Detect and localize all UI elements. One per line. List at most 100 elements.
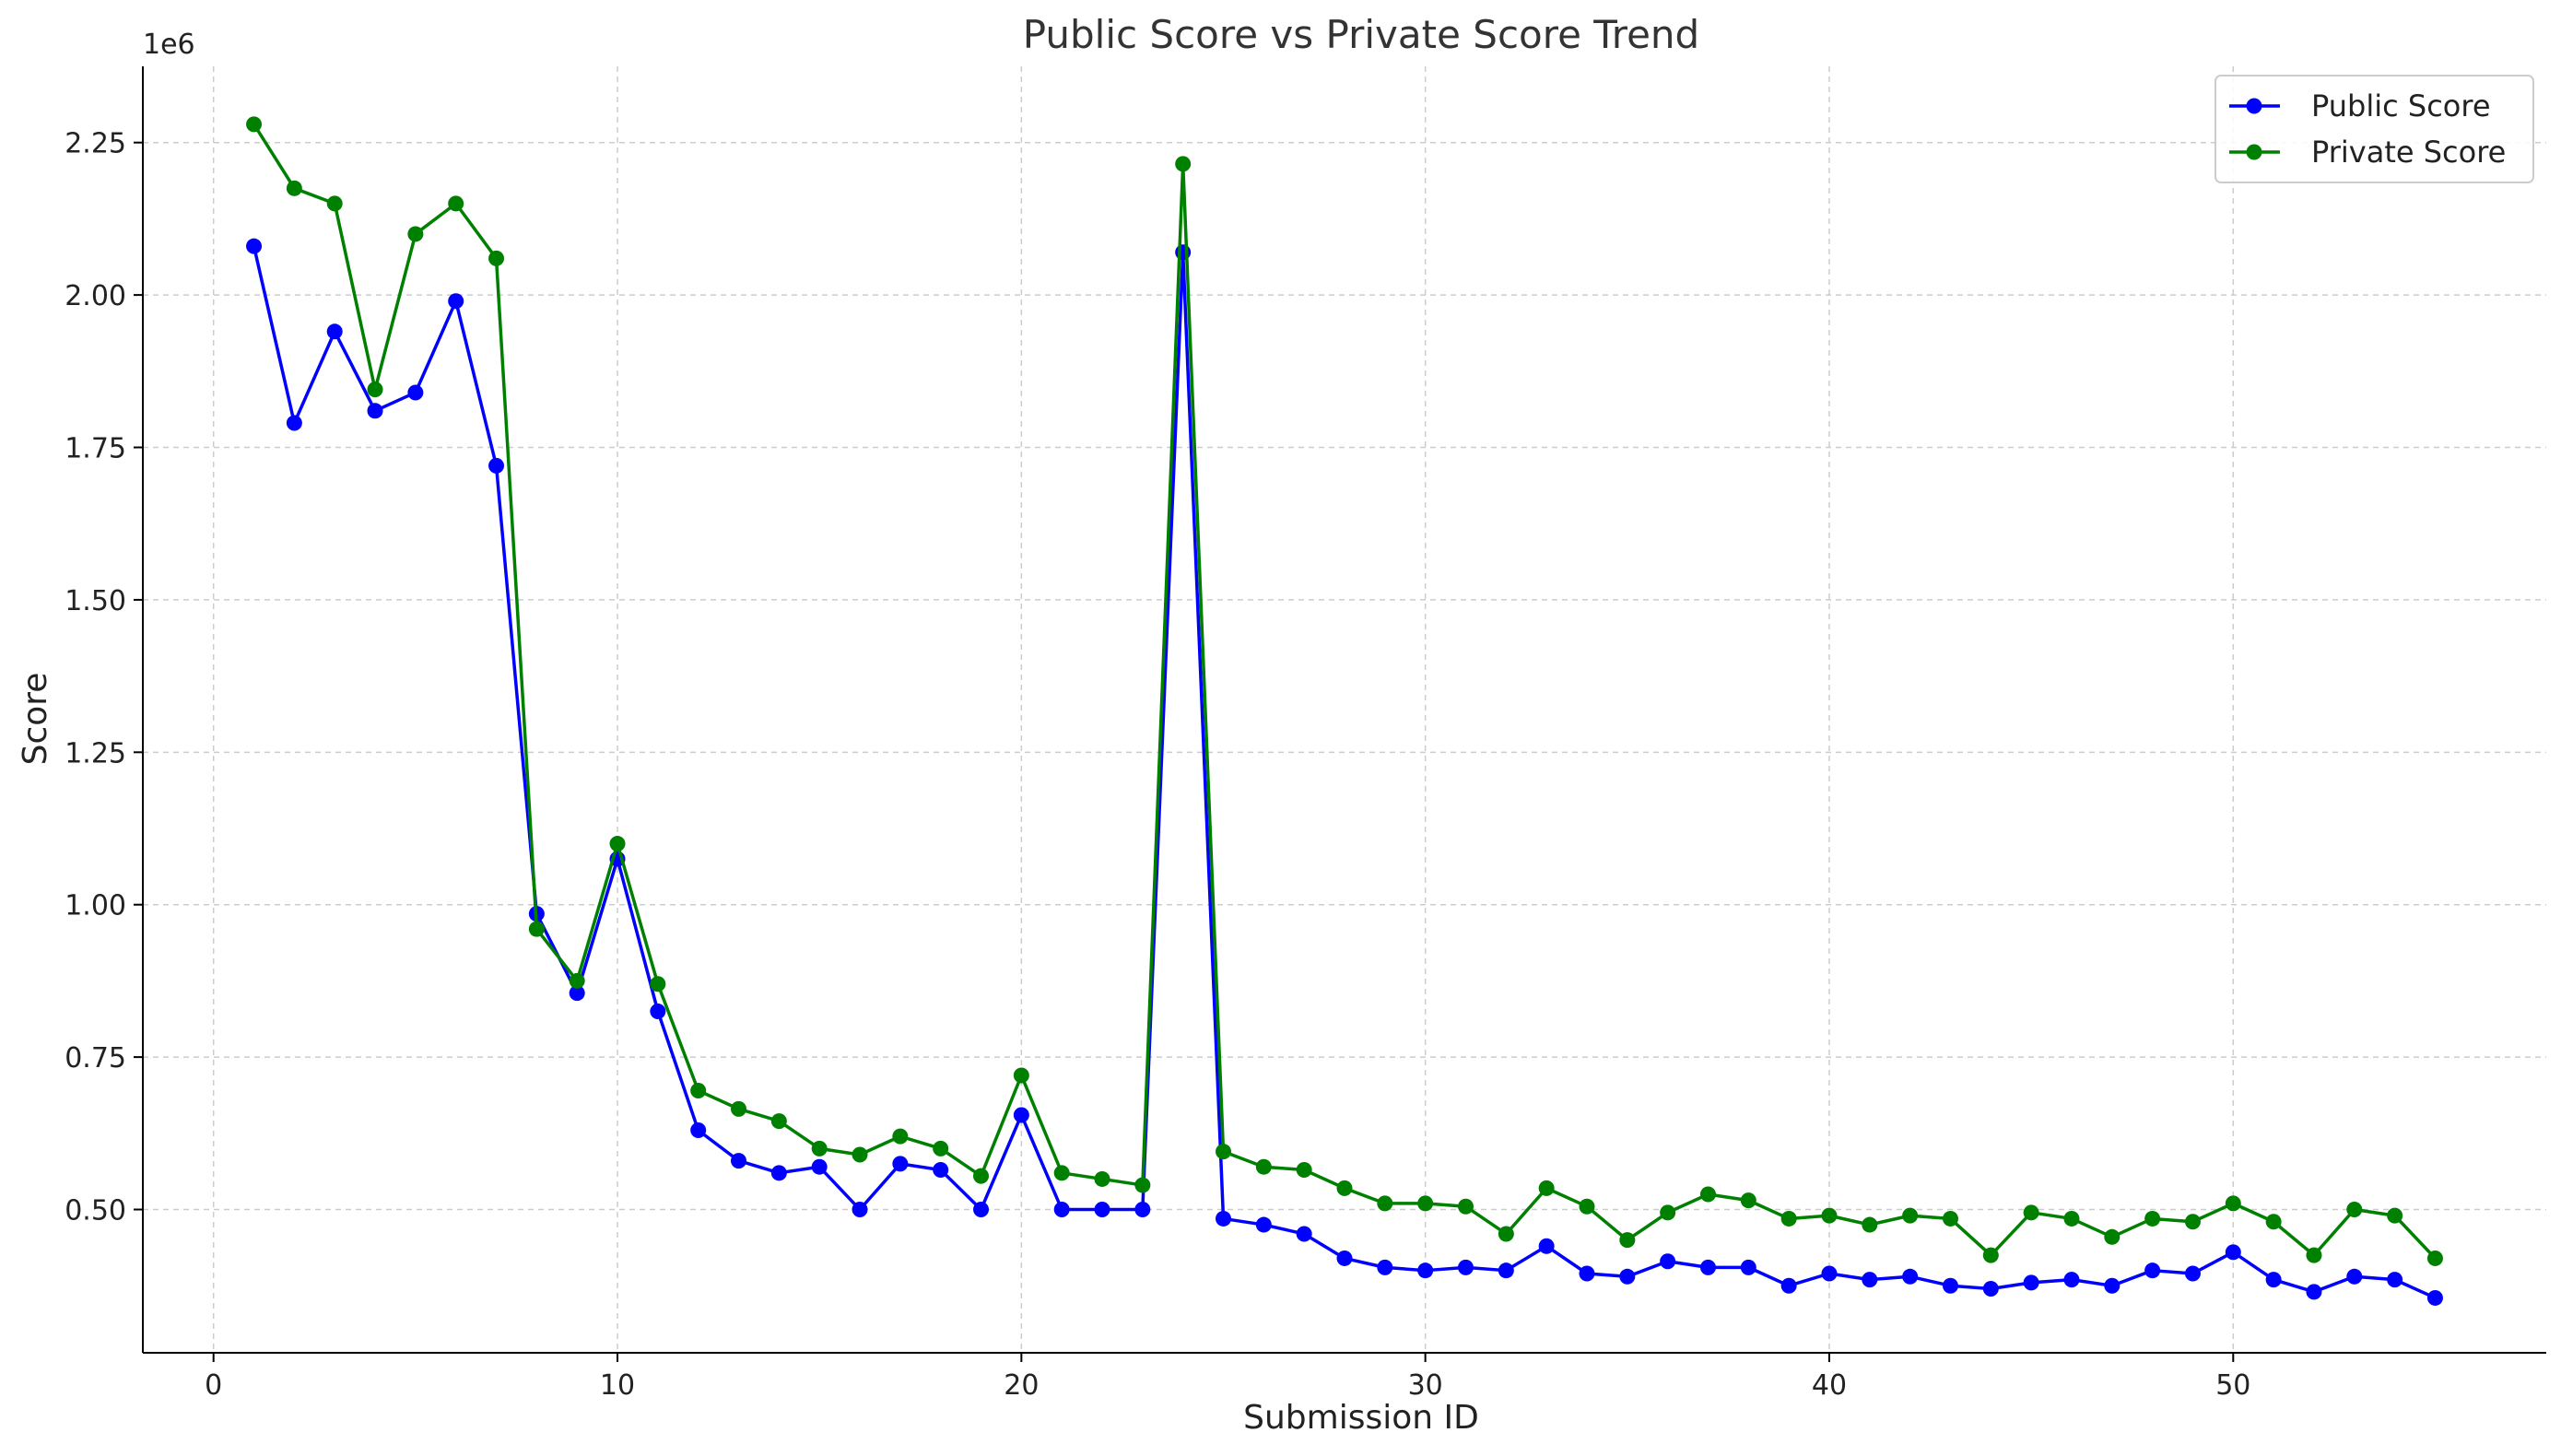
data-point	[770, 1165, 787, 1181]
data-point	[1821, 1207, 1838, 1224]
data-point	[367, 403, 383, 419]
y-tick-label: 0.50	[65, 1195, 126, 1227]
data-point	[569, 972, 585, 989]
data-point	[1982, 1247, 1999, 1263]
data-point	[2225, 1244, 2241, 1261]
data-point	[811, 1140, 828, 1157]
data-point	[2023, 1274, 2039, 1291]
data-point	[690, 1122, 707, 1139]
data-point	[1740, 1192, 1756, 1209]
y-axis-offset-label: 1e6	[143, 29, 195, 61]
data-point	[811, 1158, 828, 1175]
data-point	[2184, 1214, 2201, 1230]
y-tick-label: 1.75	[65, 433, 126, 465]
data-point	[1699, 1186, 1716, 1203]
legend-marker-swatch	[2246, 98, 2262, 114]
data-point	[1942, 1277, 1958, 1294]
data-point	[569, 985, 585, 1002]
data-point	[609, 836, 626, 852]
data-point	[1579, 1198, 1595, 1215]
data-point	[1457, 1198, 1474, 1215]
legend-label: Private Score	[2311, 135, 2506, 170]
data-point	[286, 180, 302, 196]
x-axis-title: Submission ID	[1243, 1399, 1479, 1437]
data-point	[1498, 1226, 1514, 1242]
data-point	[973, 1202, 990, 1218]
data-point	[1216, 1144, 1232, 1160]
legend: Public Score Private Score	[2214, 75, 2534, 183]
series-group	[246, 116, 2443, 1306]
data-point	[1579, 1265, 1595, 1282]
data-point	[367, 382, 383, 398]
chart-title: Public Score vs Private Score Trend	[1023, 12, 1699, 57]
data-point	[1216, 1210, 1232, 1227]
data-point	[528, 921, 545, 937]
data-point	[1982, 1281, 1999, 1297]
data-point	[1336, 1180, 1353, 1196]
data-point	[1013, 1107, 1029, 1123]
grid	[143, 66, 2546, 1353]
data-point	[2104, 1228, 2120, 1245]
x-tick-label: 30	[1408, 1369, 1443, 1402]
legend-box	[2214, 75, 2534, 183]
data-point	[1942, 1210, 1958, 1227]
series-private-score	[246, 116, 2443, 1266]
y-tick-label: 2.25	[65, 128, 126, 160]
y-axis-title: Score	[17, 673, 54, 766]
data-point	[650, 976, 666, 992]
data-point	[892, 1128, 909, 1145]
y-tick-label: 1.25	[65, 737, 126, 769]
x-tick-label: 40	[1812, 1369, 1847, 1402]
data-point	[326, 323, 343, 340]
data-point	[650, 1003, 666, 1019]
data-point	[731, 1153, 747, 1169]
data-point	[1821, 1265, 1838, 1282]
data-point	[1780, 1210, 1797, 1227]
data-point	[852, 1202, 868, 1218]
data-point	[1053, 1165, 1070, 1181]
data-point	[852, 1146, 868, 1163]
data-point	[2346, 1268, 2363, 1285]
data-point	[1175, 244, 1192, 261]
data-point	[2265, 1272, 2282, 1288]
data-point	[2225, 1195, 2241, 1212]
y-tick-label: 1.00	[65, 890, 126, 922]
data-point	[2426, 1250, 2443, 1266]
data-point	[1094, 1202, 1110, 1218]
data-point	[1780, 1277, 1797, 1294]
legend-marker-swatch	[2246, 144, 2262, 160]
data-point	[2144, 1262, 2161, 1279]
data-point	[1094, 1170, 1110, 1187]
data-point	[2104, 1277, 2120, 1294]
data-point	[1336, 1250, 1353, 1266]
series-public-score	[246, 238, 2443, 1306]
data-point	[2426, 1289, 2443, 1306]
data-point	[1417, 1262, 1434, 1279]
data-point	[2387, 1272, 2403, 1288]
data-point	[1134, 1202, 1151, 1218]
data-point	[973, 1168, 990, 1184]
data-point	[933, 1162, 949, 1179]
data-point	[2346, 1202, 2363, 1218]
data-point	[1296, 1162, 1312, 1179]
data-point	[1417, 1195, 1434, 1212]
data-point	[892, 1156, 909, 1172]
x-tick-label: 20	[1004, 1369, 1039, 1402]
data-point	[286, 415, 302, 431]
data-point	[1538, 1180, 1555, 1196]
data-point	[1255, 1216, 1272, 1233]
data-point	[933, 1140, 949, 1157]
data-point	[2306, 1247, 2322, 1263]
data-point	[1053, 1202, 1070, 1218]
data-point	[246, 238, 263, 254]
data-point	[1902, 1207, 1919, 1224]
data-point	[731, 1100, 747, 1117]
data-point	[1862, 1216, 1878, 1233]
data-point	[1296, 1226, 1312, 1242]
data-point	[1619, 1232, 1636, 1249]
data-point	[407, 226, 424, 242]
data-point	[1175, 156, 1192, 172]
data-point	[448, 195, 464, 212]
data-point	[1013, 1067, 1029, 1084]
